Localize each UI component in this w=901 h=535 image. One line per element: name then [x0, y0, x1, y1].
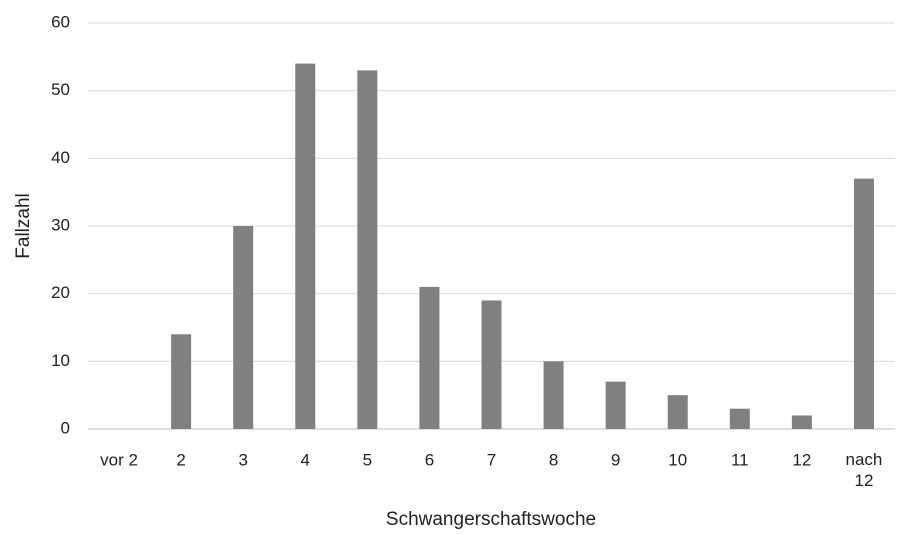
x-tick-label: 10: [668, 450, 687, 469]
y-tick-label: 0: [61, 418, 70, 437]
y-tick-label: 10: [51, 351, 70, 370]
x-tick-label: 12: [792, 450, 811, 469]
y-tick-label: 60: [51, 12, 70, 31]
y-tick-label: 20: [51, 283, 70, 302]
x-tick-label: 3: [238, 450, 247, 469]
x-tick-label: 6: [425, 450, 434, 469]
x-axis-title: Schwangerschaftswoche: [386, 509, 596, 530]
bar: [605, 381, 626, 429]
y-axis-title: Fallzahl: [13, 193, 34, 258]
bar: [543, 361, 564, 429]
bar: [233, 226, 254, 429]
x-tick-label: 7: [487, 450, 496, 469]
bar: [171, 334, 192, 429]
y-tick-label: 50: [51, 80, 70, 99]
x-tick-label: nach 12: [846, 450, 883, 490]
x-tick-label: 2: [176, 450, 185, 469]
y-tick-label: 40: [51, 148, 70, 167]
x-tick-label: 5: [363, 450, 372, 469]
bar: [667, 395, 688, 429]
bar: [295, 63, 316, 429]
x-tick-label: vor 2: [100, 450, 138, 469]
x-tick-label: 8: [549, 450, 558, 469]
x-tick-label: 11: [731, 450, 749, 469]
bar: [853, 178, 874, 429]
bar: [357, 70, 378, 429]
bar: [729, 408, 750, 429]
x-tick-label: 4: [301, 450, 310, 469]
bar: [481, 300, 502, 429]
y-tick-label: 30: [51, 215, 70, 234]
bar: [419, 286, 440, 429]
bar: [791, 415, 812, 429]
x-tick-label: 9: [611, 450, 620, 469]
